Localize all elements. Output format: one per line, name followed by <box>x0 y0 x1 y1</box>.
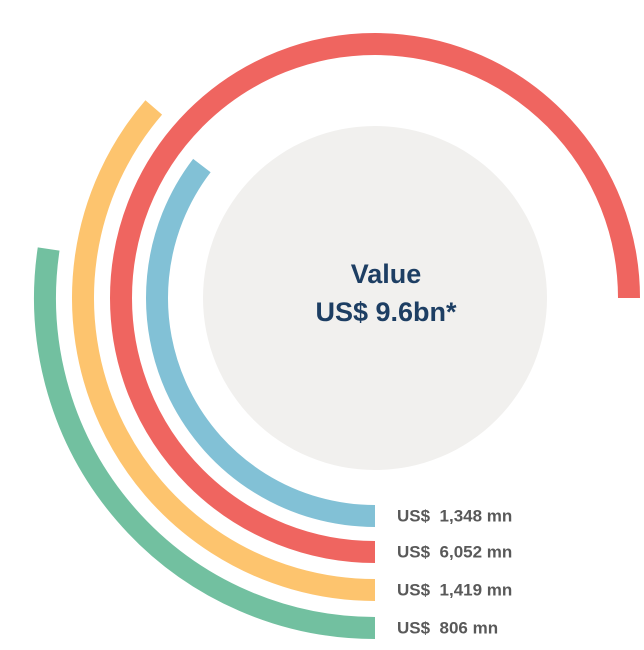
value-label: US$ 1,419 mn <box>397 580 512 599</box>
chart-title: Value <box>351 259 422 289</box>
value-label: US$ 1,348 mn <box>397 506 512 525</box>
ring-bar <box>34 247 376 639</box>
chart-subtitle: US$ 9.6bn* <box>315 297 457 327</box>
center-disc <box>203 126 547 470</box>
ring-bar <box>146 158 376 527</box>
value-label: US$ 806 mn <box>397 618 498 637</box>
ring-bar <box>72 100 376 601</box>
value-label: US$ 6,052 mn <box>397 542 512 561</box>
ring-bar <box>110 33 640 563</box>
